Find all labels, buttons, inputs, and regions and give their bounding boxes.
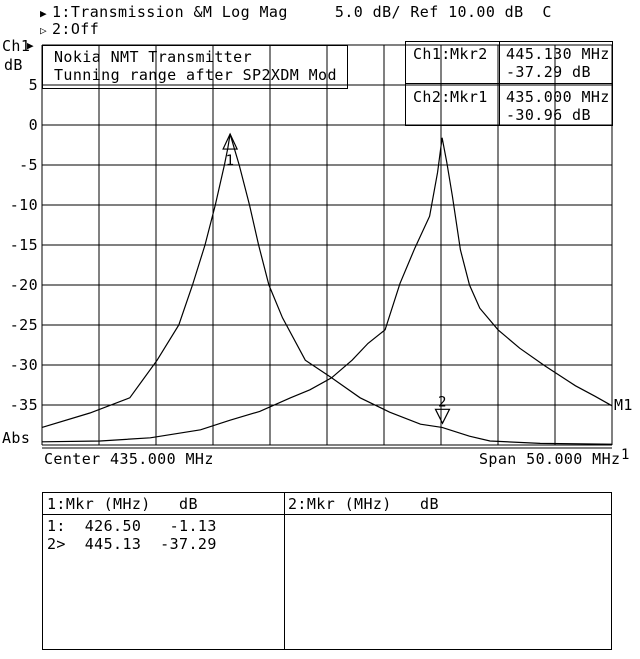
y-tick-label: -25 xyxy=(9,316,38,334)
y-tick-label: -10 xyxy=(9,196,38,214)
channel1-status-line: 1:Transmission &M Log Mag 5.0 dB/ Ref 10… xyxy=(52,3,552,21)
channel-label: Ch1 xyxy=(2,37,31,55)
marker-list-table: 1:Mkr (MHz) dB 2:Mkr (MHz) dB 1: 426.50 … xyxy=(42,492,612,650)
readout-ch1-level: -37.29 dB xyxy=(506,63,591,81)
readout-ch2-freq: 435.000 MHz xyxy=(506,88,610,106)
readout-box-row-divider xyxy=(406,83,612,84)
y-tick-label: -35 xyxy=(9,396,38,414)
trace1-end-indicator: 1 xyxy=(621,447,630,463)
y-tick-label: 0 xyxy=(28,116,38,134)
title-line-2: Tunning range after SP2XDM Mod xyxy=(54,66,337,84)
readout-ch1-freq: 445.130 MHz xyxy=(506,45,610,63)
y-tick-label: -5 xyxy=(19,156,38,174)
svg-text:2: 2 xyxy=(438,394,447,410)
abs-mode-label: Abs xyxy=(2,429,31,447)
marker-table-left-header: 1:Mkr (MHz) dB xyxy=(47,495,198,513)
channel1-active-arrow-icon: ▶ xyxy=(40,7,47,20)
readout-ch1-marker: Mkr2 xyxy=(450,45,488,63)
svg-text:1: 1 xyxy=(226,153,235,169)
y-tick-label: -30 xyxy=(9,356,38,374)
title-line-1: Nokia NMT Transmitter xyxy=(54,48,253,66)
marker-table-divider xyxy=(284,493,285,649)
channel2-inactive-arrow-icon: ▷ xyxy=(40,24,47,37)
marker-table-left-rows: 1: 426.50 -1.13 2> 445.13 -37.29 xyxy=(47,517,217,553)
readout-ch2-level: -30.96 dB xyxy=(506,106,591,124)
channel2-status-line: 2:Off xyxy=(52,20,100,38)
marker-table-right-header: 2:Mkr (MHz) dB xyxy=(288,495,439,513)
memory-trace-label: M1 xyxy=(614,396,633,414)
marker-table-header-underline xyxy=(43,514,611,515)
ref-level-arrow-icon: ▶ xyxy=(27,39,34,52)
y-tick-label: -15 xyxy=(9,236,38,254)
marker-readout-box: Ch1: Mkr2 445.130 MHz -37.29 dB Ch2: Mkr… xyxy=(405,41,613,126)
readout-ch2-channel: Ch2: xyxy=(413,88,451,106)
y-tick-label: 5 xyxy=(28,76,38,94)
span-frequency-label: Span 50.000 MHz xyxy=(479,450,621,468)
y-tick-label: -20 xyxy=(9,276,38,294)
center-frequency-label: Center 435.000 MHz xyxy=(44,450,214,468)
title-annotation-box: Nokia NMT Transmitter Tunning range afte… xyxy=(42,45,348,89)
axis-unit-label: dB xyxy=(4,56,23,74)
readout-ch2-marker: Mkr1 xyxy=(450,88,488,106)
readout-ch1-channel: Ch1: xyxy=(413,45,451,63)
